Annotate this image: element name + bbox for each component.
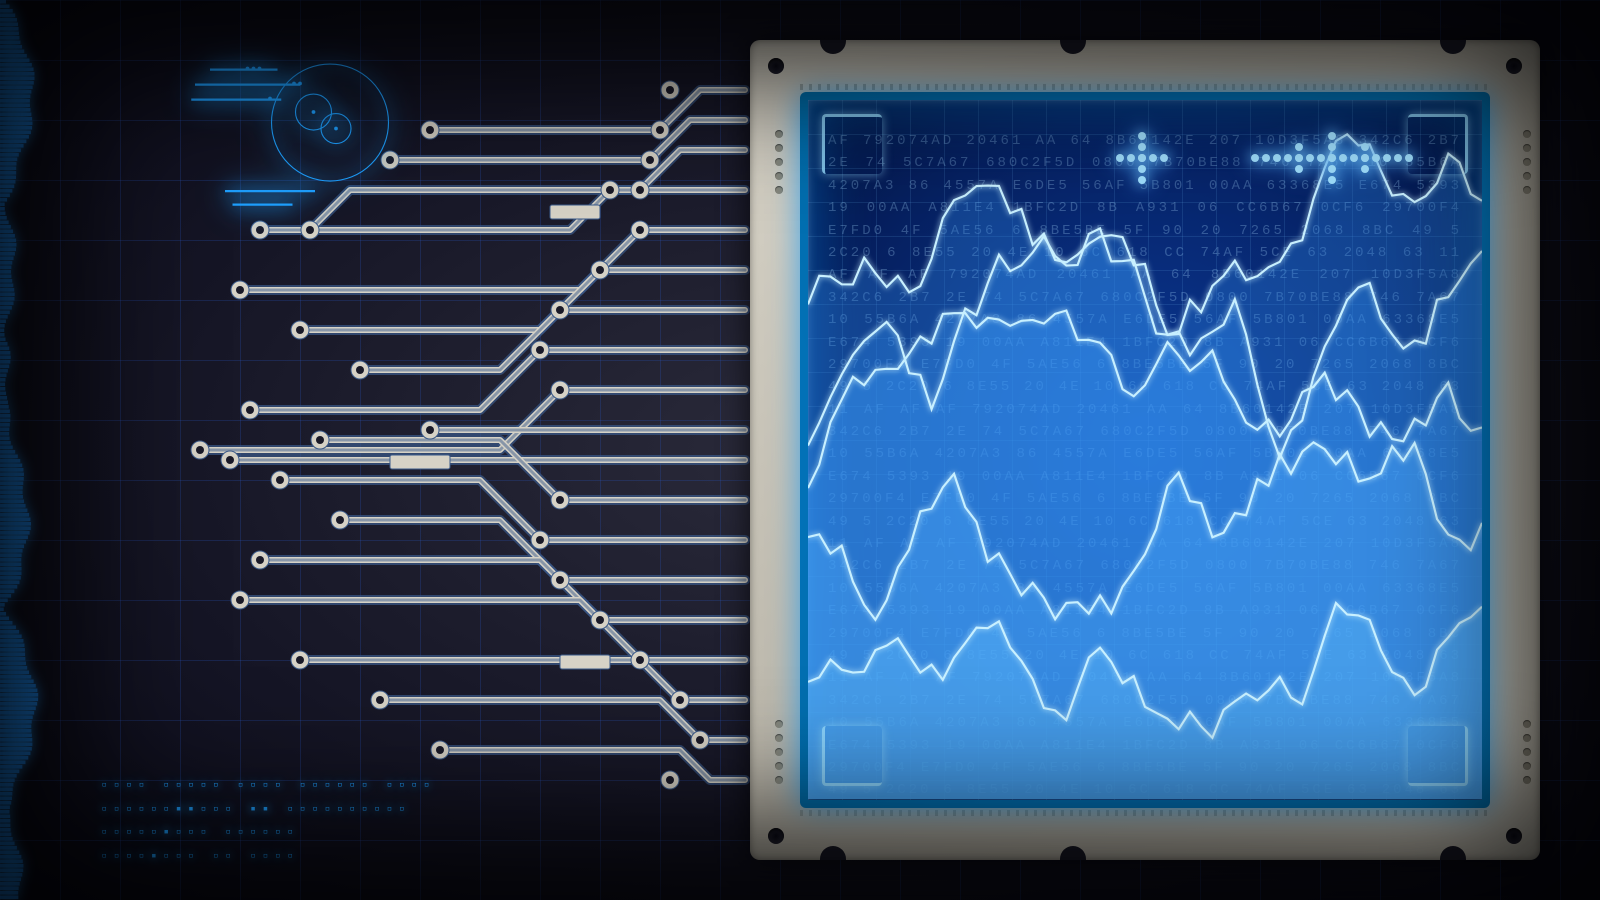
chip-side-dots: [764, 130, 794, 194]
hud-line: ▫▫▫▫▫▪▫▫▫ ▫▫▫▫▫▫: [100, 822, 440, 846]
chip-notch: [820, 40, 846, 54]
chip-notch: [1060, 40, 1086, 54]
chip-notch: [1440, 846, 1466, 860]
chip-notch: [1060, 846, 1086, 860]
hud-line: ▫▫▫▫▪▫▫▫ ▫▫ ▫▫▫▫: [100, 846, 440, 870]
chip-ticks: [800, 810, 1490, 816]
chip-side-dots: [1512, 720, 1542, 784]
chip-side-dots: [764, 720, 794, 784]
corner-bracket-icon: [1408, 726, 1468, 786]
chip-ticks: [800, 84, 1490, 90]
chip-screw-hole: [768, 58, 784, 74]
glow-dots-decoration: [1082, 128, 1442, 188]
chip-screw-hole: [768, 828, 784, 844]
corner-bracket-icon: [822, 114, 882, 174]
chip-screw-hole: [1506, 828, 1522, 844]
chart-panel: AF 792074AD 20461 AA 64 8B60142E 207 10D…: [800, 92, 1490, 808]
multi-line-chart: [808, 100, 1482, 799]
hud-line: ▫▫▫▫ ▫▫▫▫▫ ▫▫▫▫ ▫▫▫▫▫▫ ▫▫▫▫: [100, 775, 440, 799]
corner-bracket-icon: [822, 726, 882, 786]
hud-top-decoration: [120, 30, 420, 230]
left-waveform-decoration: [0, 0, 40, 900]
hud-line: ▫▫▫▫▫▫▪▪▫▫▫ ▪▪ ▫▫▫▫▫▫▫▫▫▫: [100, 799, 440, 823]
hud-bottom-decoration: ▫▫▫▫ ▫▫▫▫▫ ▫▫▫▫ ▫▫▫▫▫▫ ▫▫▫▫▫▫▫▫▫▫▪▪▫▫▫ ▪…: [100, 775, 440, 870]
chip-screw-hole: [1506, 58, 1522, 74]
chip-side-dots: [1512, 130, 1542, 194]
chip-notch: [1440, 40, 1466, 54]
chip-notch: [820, 846, 846, 860]
